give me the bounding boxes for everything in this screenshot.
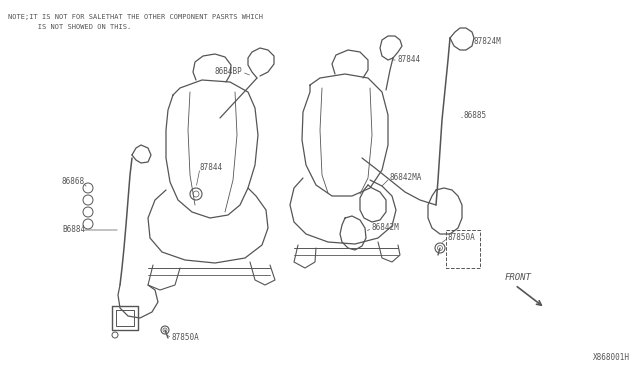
Text: FRONT: FRONT: [505, 273, 532, 282]
Text: 86842MA: 86842MA: [390, 173, 422, 183]
Text: 87850A: 87850A: [172, 334, 200, 343]
Text: B6884: B6884: [62, 225, 85, 234]
Text: 86842M: 86842M: [372, 224, 400, 232]
Text: 87850A: 87850A: [448, 234, 476, 243]
Text: IS NOT SHOWED ON THIS.: IS NOT SHOWED ON THIS.: [8, 24, 131, 30]
Text: 87824M: 87824M: [474, 38, 502, 46]
Text: NOTE;IT IS NOT FOR SALETHAT THE OTHER COMPONENT PASRTS WHICH: NOTE;IT IS NOT FOR SALETHAT THE OTHER CO…: [8, 14, 263, 20]
Text: 86868: 86868: [62, 177, 85, 186]
Text: X868001H: X868001H: [593, 353, 630, 362]
Text: 86B4BP: 86B4BP: [214, 67, 242, 77]
Text: 87844: 87844: [398, 55, 421, 64]
Text: 86885: 86885: [464, 110, 487, 119]
Text: 87844: 87844: [200, 164, 223, 173]
